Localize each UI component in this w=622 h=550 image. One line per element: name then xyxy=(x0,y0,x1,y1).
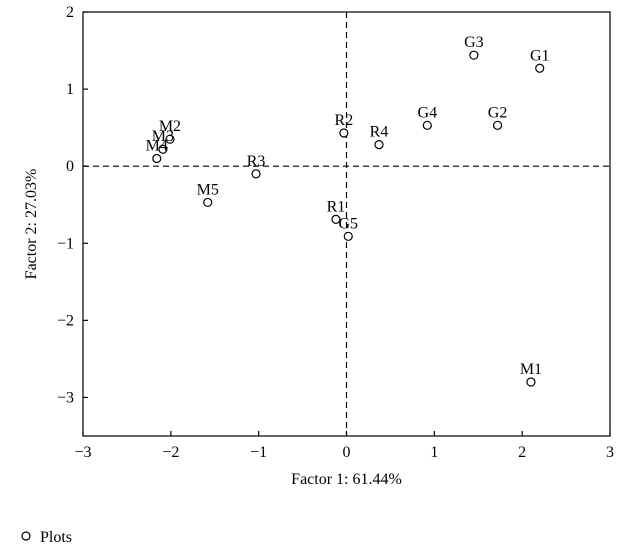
x-tick-label: 0 xyxy=(343,444,351,461)
data-point xyxy=(492,120,503,130)
data-point xyxy=(339,128,349,138)
point-label: R3 xyxy=(247,153,266,170)
x-tick-label: 3 xyxy=(606,444,614,461)
data-point xyxy=(165,134,175,144)
y-tick-label: −2 xyxy=(57,312,74,329)
data-point xyxy=(535,63,545,73)
x-tick-label: −2 xyxy=(162,444,179,461)
point-label: M1 xyxy=(520,361,542,378)
data-point xyxy=(331,214,341,224)
y-tick-label: 0 xyxy=(66,158,74,175)
data-point xyxy=(251,169,261,179)
data-point xyxy=(526,377,536,387)
x-tick-label: 2 xyxy=(518,444,526,461)
point-label: M3 xyxy=(152,128,174,145)
data-point xyxy=(469,50,479,60)
y-tick-label: 2 xyxy=(66,4,74,21)
data-point xyxy=(422,120,432,130)
ticks-layer: −3 −2 −1 0 1 2 3 2 1 0 −1 −2 −3 xyxy=(57,4,614,461)
legend: Plots xyxy=(21,529,72,546)
data-point xyxy=(374,139,384,150)
y-axis-title: Factor 2: 27.03% xyxy=(23,169,40,280)
y-tick-label: −3 xyxy=(57,389,74,406)
point-label: G5 xyxy=(338,215,358,232)
y-tick-label: 1 xyxy=(66,81,74,98)
point-label: M2 xyxy=(159,118,181,135)
point-label: R2 xyxy=(335,112,354,129)
points-layer xyxy=(152,50,545,387)
point-label: M5 xyxy=(197,181,219,198)
data-point xyxy=(158,144,168,154)
point-label: M4 xyxy=(146,137,168,154)
x-axis-title: Factor 1: 61.44% xyxy=(291,471,402,488)
point-label: R1 xyxy=(327,198,346,215)
data-point xyxy=(203,197,213,208)
x-tick-label: 1 xyxy=(430,444,438,461)
point-label: G4 xyxy=(418,104,438,121)
point-label: G2 xyxy=(488,104,508,121)
point-label: G1 xyxy=(530,47,550,64)
data-point xyxy=(343,231,353,241)
x-tick-label: −3 xyxy=(74,444,91,461)
legend-marker xyxy=(21,531,31,541)
reference-lines-layer xyxy=(83,12,610,436)
point-label: G3 xyxy=(464,34,484,51)
legend-label: Plots xyxy=(40,529,72,546)
x-tick-label: −1 xyxy=(250,444,267,461)
data-point xyxy=(152,153,162,164)
point-label: R4 xyxy=(370,124,389,141)
y-tick-label: −1 xyxy=(57,235,74,252)
